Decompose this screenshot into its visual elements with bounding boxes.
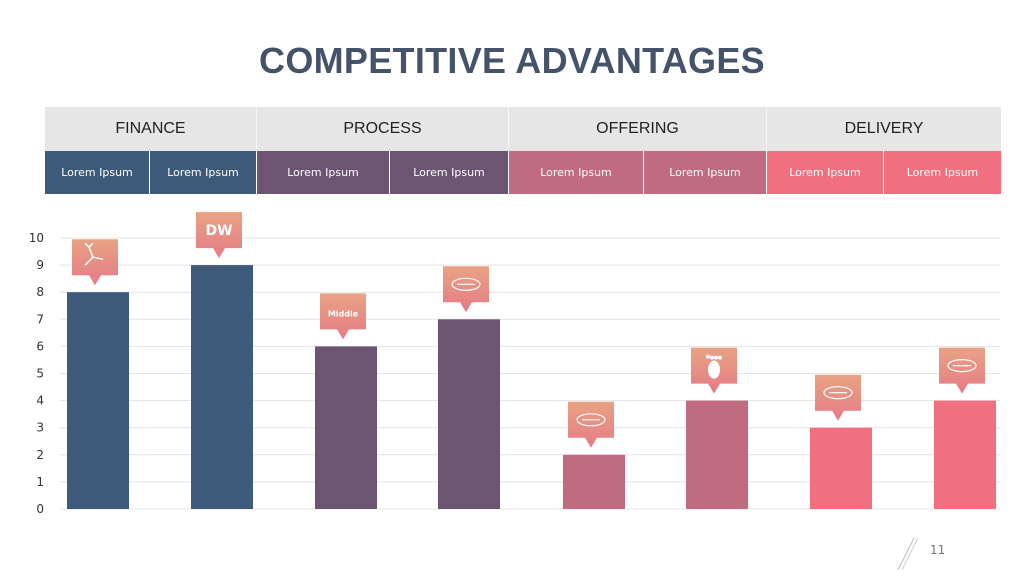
y-tick-label: 10: [29, 231, 44, 245]
y-tick-label: 3: [36, 421, 44, 435]
group-header-offering: OFFERING: [509, 107, 767, 151]
subcategory-label: Lorem Ipsum: [884, 151, 1001, 194]
y-tick-label: 7: [36, 312, 44, 326]
footprint-logo-icon: [691, 347, 737, 394]
y-tick-label: 1: [36, 475, 44, 489]
snow-city-logo-icon: [568, 401, 614, 448]
group-header-process: PROCESS: [257, 107, 509, 151]
script-logo-icon: [443, 266, 489, 313]
y-tick-label: 2: [36, 448, 44, 462]
subcategory-label: Lorem Ipsum: [390, 151, 509, 194]
corner-decoration: [897, 537, 919, 571]
bar: [191, 265, 253, 509]
bar: [686, 400, 748, 509]
group-header-finance: FINANCE: [45, 107, 257, 151]
subcategory-row: Lorem Ipsum Lorem Ipsum Lorem Ipsum Lore…: [45, 151, 1001, 194]
subcategory-label: Lorem Ipsum: [644, 151, 767, 194]
y-tick-label: 4: [36, 394, 44, 408]
group-header-row: FINANCE PROCESS OFFERING DELIVERY: [45, 107, 1001, 151]
bar: [315, 346, 377, 509]
green-logo-icon: [815, 374, 861, 421]
subcategory-label: Lorem Ipsum: [150, 151, 257, 194]
y-tick-label: 0: [36, 502, 44, 516]
y-tick-label: 6: [36, 339, 44, 353]
subcategory-label: Lorem Ipsum: [257, 151, 390, 194]
dw-logo-icon: DW: [196, 212, 242, 259]
slide-title: COMPETITIVE ADVANTAGES: [259, 40, 765, 81]
subcategory-label: Lorem Ipsum: [509, 151, 644, 194]
svg-text:Middle: Middle: [328, 309, 359, 318]
y-tick-label: 5: [36, 367, 44, 381]
y-tick-label: 8: [36, 285, 44, 299]
bar: [67, 292, 129, 509]
bar: [810, 427, 872, 509]
y-tick-label: 9: [36, 258, 44, 272]
subcategory-label: Lorem Ipsum: [45, 151, 150, 194]
page-number: 11: [930, 543, 946, 557]
deer-logo-icon: [72, 239, 118, 286]
bar: [438, 319, 500, 509]
tag-logo-icon: [939, 347, 985, 394]
subcategory-label: Lorem Ipsum: [767, 151, 884, 194]
svg-text:DW: DW: [205, 223, 232, 239]
bar: [563, 454, 625, 509]
bar: [934, 400, 996, 509]
group-header-delivery: DELIVERY: [767, 107, 1001, 151]
middle-logo-icon: Middle: [320, 293, 366, 340]
